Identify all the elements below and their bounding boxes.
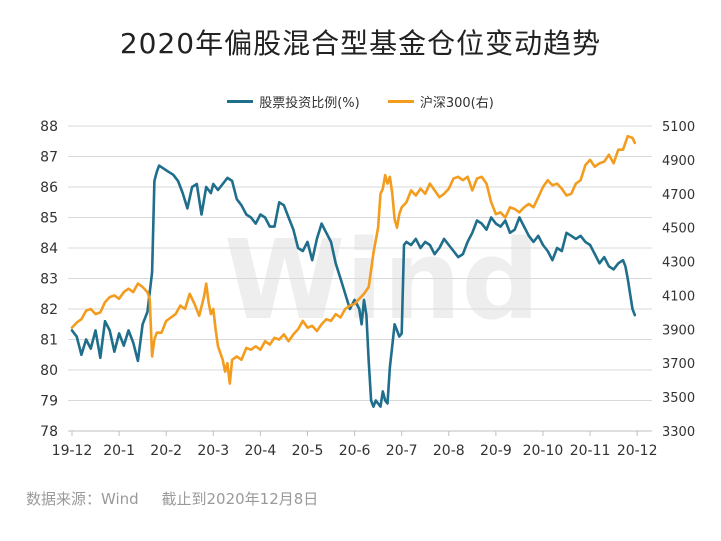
y-right-tick-label: 4100: [662, 289, 695, 304]
y-right-tick-label: 5100: [662, 120, 695, 135]
chart-legend: 股票投资比例(%) 沪深300(右): [0, 92, 721, 111]
y-right-tick-label: 3300: [662, 425, 695, 440]
legend-swatch-stock-ratio: [227, 100, 254, 103]
y-right-tick-label: 4300: [662, 256, 695, 271]
chart-title: 2020年偏股混合型基金仓位变动趋势: [119, 27, 602, 60]
x-tick-label: 20-4: [244, 443, 276, 459]
y-left-tick-label: 81: [40, 333, 58, 349]
series-line-csi300: [70, 134, 637, 385]
x-tick-label: 20-5: [292, 443, 324, 459]
source-note: 数据来源：Wind 截止到2020年12月8日: [26, 488, 336, 509]
x-tick-label: 20-8: [433, 443, 465, 459]
series-line-stock-ratio: [70, 164, 637, 408]
y-right-tick-label: 3900: [662, 323, 695, 338]
legend-label-stock-ratio: 股票投资比例(%): [259, 96, 360, 111]
legend-label-csi300: 沪深300(右): [419, 96, 494, 111]
legend-item-csi300: 沪深300(右): [387, 92, 494, 111]
cutoff-date-label: 截止到2020年12月8日: [161, 490, 319, 508]
x-tick-label: 20-11: [570, 443, 611, 459]
x-tick-label: 20-9: [480, 443, 512, 459]
x-tick-label: 20-10: [523, 443, 564, 459]
watermark-text: Wind: [224, 216, 540, 344]
legend-swatch-csi300: [387, 100, 414, 103]
x-tick-label: 20-12: [617, 443, 658, 459]
legend-item-stock-ratio: 股票投资比例(%): [227, 92, 360, 111]
y-left-tick-label: 85: [40, 211, 58, 227]
y-left-tick-label: 78: [40, 424, 58, 440]
x-tick-label: 19-12: [52, 443, 93, 459]
x-tick-label: 20-3: [197, 443, 229, 459]
y-left-tick-label: 79: [40, 394, 58, 410]
y-left-tick-label: 80: [40, 363, 58, 379]
y-right-tick-label: 4900: [662, 154, 695, 169]
y-left-tick-label: 88: [40, 119, 58, 135]
y-right-tick-label: 4700: [662, 188, 695, 203]
y-right-tick-label: 4500: [662, 222, 695, 237]
y-left-tick-label: 84: [40, 241, 58, 257]
y-right-tick-label: 3500: [662, 391, 695, 406]
y-left-tick-label: 82: [40, 302, 58, 318]
y-left-tick-label: 83: [40, 272, 58, 288]
source-label: 数据来源：Wind: [26, 490, 139, 508]
x-tick-label: 20-7: [386, 443, 418, 459]
y-left-tick-label: 86: [40, 180, 58, 196]
x-tick-label: 20-1: [103, 443, 135, 459]
x-tick-label: 20-6: [339, 443, 371, 459]
y-right-tick-label: 3700: [662, 357, 695, 372]
y-left-tick-label: 87: [40, 150, 58, 166]
x-tick-label: 20-2: [150, 443, 182, 459]
